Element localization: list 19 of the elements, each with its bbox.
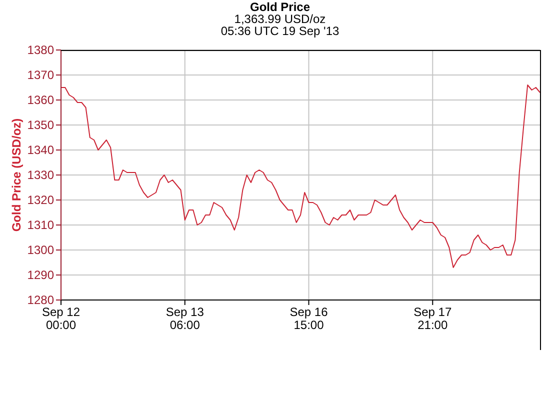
- y-tick-label: 1360: [27, 93, 54, 107]
- y-tick-label: 1380: [27, 43, 54, 57]
- x-tick-label: Sep 12 00:00: [42, 305, 80, 332]
- y-tick-label: 1310: [27, 218, 54, 232]
- y-tick-label: 1300: [27, 243, 54, 257]
- y-tick-label: 1350: [27, 118, 54, 132]
- x-tick-label: Sep 17 21:00: [414, 305, 452, 332]
- x-tick-label: Sep 13 06:00: [166, 305, 204, 332]
- line-series: [60, 84, 540, 268]
- chart-title: Gold Price: [248, 0, 312, 14]
- y-tick-label: 1320: [27, 193, 54, 207]
- y-axis-title: Gold Price (USD/oz): [9, 118, 24, 232]
- chart-subtitle: 1,363.99 USD/oz 05:36 UTC 19 Sep '13: [220, 12, 340, 38]
- y-tick-label: 1340: [27, 143, 54, 157]
- y-tick-label: 1280: [27, 293, 54, 307]
- y-tick-label: 1330: [27, 168, 54, 182]
- y-tick-label: 1290: [27, 268, 54, 282]
- x-tick-label: Sep 16 15:00: [290, 305, 328, 332]
- y-tick-label: 1370: [27, 68, 54, 82]
